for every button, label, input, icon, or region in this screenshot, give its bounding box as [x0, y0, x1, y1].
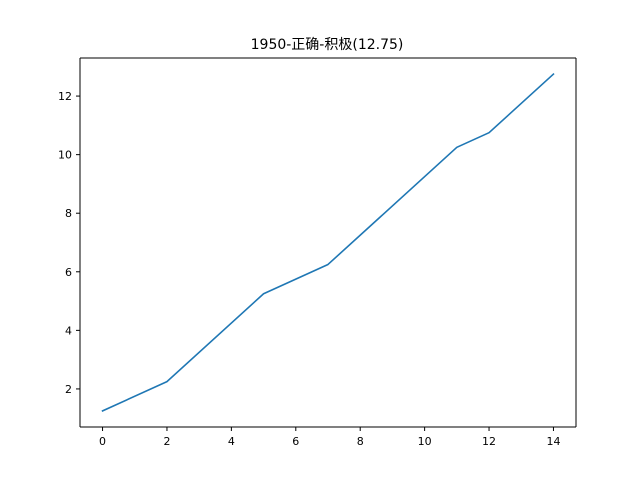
x-tick-label: 6	[292, 435, 299, 448]
x-tick-label: 8	[357, 435, 364, 448]
x-tick-label: 10	[418, 435, 432, 448]
x-tick-label: 0	[99, 435, 106, 448]
series-layer	[101, 72, 555, 412]
y-tick-label: 12	[58, 90, 72, 103]
y-tick-label: 8	[65, 207, 72, 220]
x-tick-label: 14	[546, 435, 560, 448]
axes-spines	[79, 57, 577, 428]
y-axis-ticks: 2 4 6 8 10 12	[58, 90, 80, 396]
y-tick-label: 6	[65, 266, 72, 279]
x-axis-ticks: 0 2 4 6 8 10 12 14	[99, 427, 560, 448]
y-tick-label: 4	[65, 324, 72, 337]
chart-title: 1950-正确-积极(12.75)	[251, 37, 404, 53]
series-line	[101, 72, 555, 412]
y-tick-label: 2	[65, 383, 72, 396]
plot-background	[80, 58, 576, 427]
x-tick-label: 2	[163, 435, 170, 448]
x-tick-label: 4	[228, 435, 235, 448]
x-tick-label: 12	[482, 435, 496, 448]
plot-area: 2 4 6 8 10 12 0 2 4 6 8 10 12 14	[58, 57, 577, 448]
y-tick-label: 10	[58, 149, 72, 162]
